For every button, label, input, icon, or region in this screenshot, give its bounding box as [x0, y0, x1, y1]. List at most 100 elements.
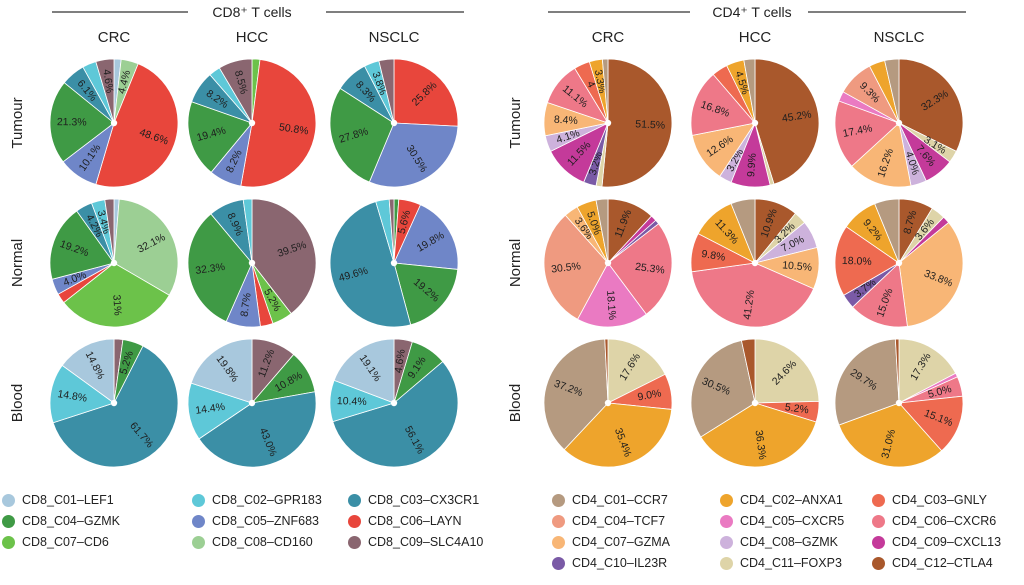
pie-slice-cd4-c11-foxp3	[754, 338, 820, 404]
pie-slice-cd4-c05-cxcr5	[576, 262, 647, 328]
pie-center-dot	[390, 259, 398, 267]
pie-slice-cd8-c01-lef1	[61, 338, 115, 404]
legend-label: CD8_C05–ZNF683	[212, 514, 319, 528]
pie-slice-cd4-c01-ccr7	[595, 198, 609, 264]
pie-center-dot	[895, 259, 903, 267]
slice-label: 9.0%	[637, 387, 663, 403]
pie-slice-cd4-c01-ccr7	[690, 339, 756, 438]
cd8-pie-normal-nsclc: 5.6%19.8%19.2%49.6%	[329, 198, 459, 328]
legend-item-cd8-c04-gzmk: CD8_C04–GZMK	[2, 514, 120, 528]
legend-swatch	[720, 556, 733, 570]
pie-slice-cd4-c01-ccr7	[543, 338, 609, 451]
slice-label: 8.7%	[238, 292, 253, 317]
pie-slice-cd4-c06-cxcr6	[691, 262, 815, 328]
slice-label: 32.3%	[195, 261, 226, 277]
pie-slice-cd8-c06-layn	[240, 59, 317, 188]
pie-slice-cd8-c03-cx3cr1	[198, 391, 317, 468]
legend-label: CD4_C08–GZMK	[740, 535, 838, 549]
slice-label: 31%	[110, 294, 123, 316]
legend-label: CD4_C09–CXCL13	[892, 535, 1002, 549]
pie-slice-cd8-c09-slc4a10	[95, 58, 115, 124]
slice-label: 50.8%	[278, 121, 309, 137]
legend-label: CD4_C07–GZMA	[572, 535, 670, 549]
slice-label: 17.4%	[842, 122, 874, 140]
pie-center-dot	[604, 399, 612, 407]
cd4-row-label-normal: Normal	[507, 239, 524, 287]
legend-item-cd4-c11-foxp3: CD4_C11–FOXP3	[720, 556, 842, 570]
pie-slice-cd8-c03-cx3cr1	[52, 345, 179, 468]
pie-slice-cd8-c01-lef1	[190, 338, 253, 404]
cd4-pie-tumour-nsclc: 32.3%3.1%7.6%4.0%16.2%17.4%9.3%	[834, 58, 964, 188]
cd8-row-label-normal: Normal	[9, 239, 26, 287]
pie-slice-cd8-c04-gzmk	[49, 210, 115, 280]
slice-label: 41.2%	[741, 289, 757, 320]
legend-item-cd8-c02-gpr183: CD8_C02–GPR183	[192, 493, 322, 507]
slice-label: 14.8%	[57, 388, 88, 405]
pie-slice-cd4-c07-gzma	[851, 122, 912, 188]
pie-slice-cd4-c06-cxcr6	[690, 73, 756, 136]
pie-center-dot	[604, 119, 612, 127]
pie-slice-cd4-c12-ctla4	[894, 338, 900, 404]
pie-slice-cd4-c03-gnly	[898, 395, 964, 452]
pie-center-dot	[248, 399, 256, 407]
legend-swatch	[720, 514, 733, 528]
legend-swatch	[348, 493, 361, 507]
pie-slice-cd8-c04-gzmk	[187, 213, 253, 323]
slice-label: 18.1%	[604, 290, 618, 321]
legend-label: CD4_C05–CXCR5	[740, 514, 845, 528]
legend-item-cd4-c09-cxcl13: CD4_C09–CXCL13	[872, 535, 1001, 549]
pie-slice-cd8-c04-gzmk	[329, 87, 395, 183]
legend-swatch	[720, 535, 733, 549]
pie-slice-cd8-c09-slc4a10	[251, 198, 317, 315]
legend-swatch	[192, 514, 205, 528]
pie-center-dot	[390, 119, 398, 127]
pie-center-dot	[751, 119, 759, 127]
slice-label: 45.2%	[781, 108, 812, 124]
pie-slice-cd8-c09-slc4a10	[378, 58, 395, 124]
pie-slice-cd8-c03-cx3cr1	[329, 201, 412, 328]
legend-label: CD4_C06–CXCR6	[892, 514, 997, 528]
cd4-row-label-tumour: Tumour	[507, 97, 524, 148]
cd8-column-header-hcc: HCC	[236, 29, 269, 46]
cd8-pie-tumour-hcc: 50.8%8.2%19.4%8.2%8.5%	[187, 58, 317, 188]
pie-slice-cd4-c01-ccr7	[601, 58, 609, 124]
pie-slice-cd4-c06-cxcr6	[852, 262, 908, 328]
slice-label: 4.6%	[100, 68, 115, 93]
pie-slice-cd8-c05-znf683	[368, 122, 459, 188]
pie-slice-cd4-c12-ctla4	[601, 58, 673, 188]
slice-label: 10.4%	[337, 395, 367, 408]
legend-swatch	[2, 535, 15, 549]
slice-label: 21.3%	[57, 116, 87, 128]
legend-item-cd4-c05-cxcr5: CD4_C05–CXCR5	[720, 514, 844, 528]
cd4-pie-normal-nsclc: 8.7%3.6%33.8%15.0%3.7%18.0%9.2%	[834, 198, 964, 328]
legend-item-cd4-c02-anxa1: CD4_C02–ANXA1	[720, 493, 843, 507]
slice-label: 36.3%	[753, 429, 769, 460]
legend-item-cd8-c07-cd6: CD8_C07–CD6	[2, 535, 109, 549]
legend-item-cd4-c07-gzma: CD4_C07–GZMA	[552, 535, 670, 549]
pie-center-dot	[895, 119, 903, 127]
pie-slice-cd4-c02-anxa1	[563, 402, 673, 468]
legend-item-cd4-c01-ccr7: CD4_C01–CCR7	[552, 493, 668, 507]
legend-label: CD8_C04–GZMK	[22, 514, 120, 528]
cd4-pie-tumour-hcc: 45.2%9.9%3.2%12.6%16.8%4.5%	[690, 58, 820, 188]
slice-label: 4.6%	[392, 349, 407, 374]
pie-center-dot	[110, 119, 118, 127]
cd8-pie-tumour-nsclc: 25.8%30.5%27.8%8.3%3.8%	[329, 58, 459, 188]
pie-slice-cd4-c01-ccr7	[730, 198, 756, 264]
legend-label: CD4_C01–CCR7	[572, 493, 668, 507]
slice-label: 10.5%	[782, 259, 813, 273]
legend-item-cd4-c08-gzmk: CD4_C08–GZMK	[720, 535, 838, 549]
pie-center-dot	[604, 259, 612, 267]
pie-slice-cd8-c04-gzmk	[393, 262, 459, 326]
legend-swatch	[872, 535, 885, 549]
pie-slice-cd8-c06-layn	[393, 58, 459, 127]
legend-swatch	[2, 514, 15, 528]
pie-center-dot	[751, 399, 759, 407]
legend-label: CD8_C08–CD160	[212, 535, 313, 549]
cd8-pie-normal-crc: 32.1%31%4.0%19.2%4.2%3.4%	[49, 198, 179, 328]
pie-slice-cd4-c01-ccr7	[884, 58, 900, 124]
cd8-row-label-blood: Blood	[9, 384, 26, 422]
slice-label: 5.2%	[784, 401, 809, 416]
legend-swatch	[872, 493, 885, 507]
pie-slice-cd4-c11-foxp3	[898, 338, 957, 404]
